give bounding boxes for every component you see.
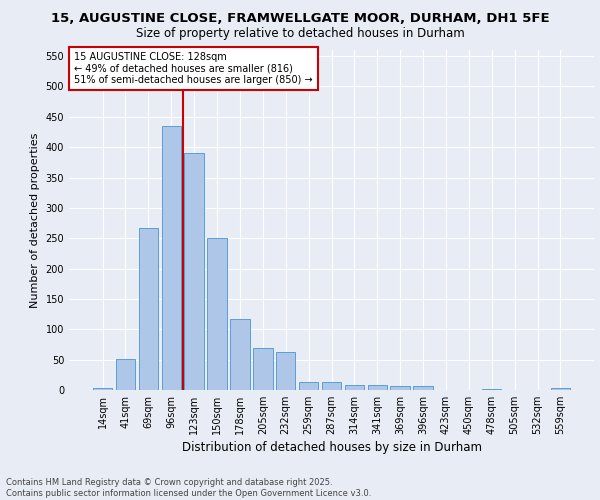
Bar: [482, 389, 502, 390]
Text: Contains HM Land Registry data © Crown copyright and database right 2025.
Contai: Contains HM Land Registry data © Crown c…: [6, 478, 371, 498]
Bar: [230, 319, 250, 390]
Bar: [299, 382, 319, 390]
Bar: [139, 228, 158, 390]
X-axis label: Distribution of detached houses by size in Durham: Distribution of detached houses by size …: [182, 441, 482, 454]
Bar: [551, 388, 570, 390]
Text: 15 AUGUSTINE CLOSE: 128sqm
← 49% of detached houses are smaller (816)
51% of sem: 15 AUGUSTINE CLOSE: 128sqm ← 49% of deta…: [74, 52, 313, 85]
Y-axis label: Number of detached properties: Number of detached properties: [30, 132, 40, 308]
Text: 15, AUGUSTINE CLOSE, FRAMWELLGATE MOOR, DURHAM, DH1 5FE: 15, AUGUSTINE CLOSE, FRAMWELLGATE MOOR, …: [50, 12, 550, 26]
Bar: [413, 386, 433, 390]
Bar: [184, 153, 204, 390]
Bar: [161, 126, 181, 390]
Bar: [322, 382, 341, 390]
Bar: [391, 386, 410, 390]
Bar: [253, 348, 272, 390]
Bar: [116, 359, 135, 390]
Bar: [93, 388, 112, 390]
Bar: [368, 384, 387, 390]
Bar: [208, 238, 227, 390]
Bar: [276, 352, 295, 390]
Bar: [344, 384, 364, 390]
Text: Size of property relative to detached houses in Durham: Size of property relative to detached ho…: [136, 28, 464, 40]
